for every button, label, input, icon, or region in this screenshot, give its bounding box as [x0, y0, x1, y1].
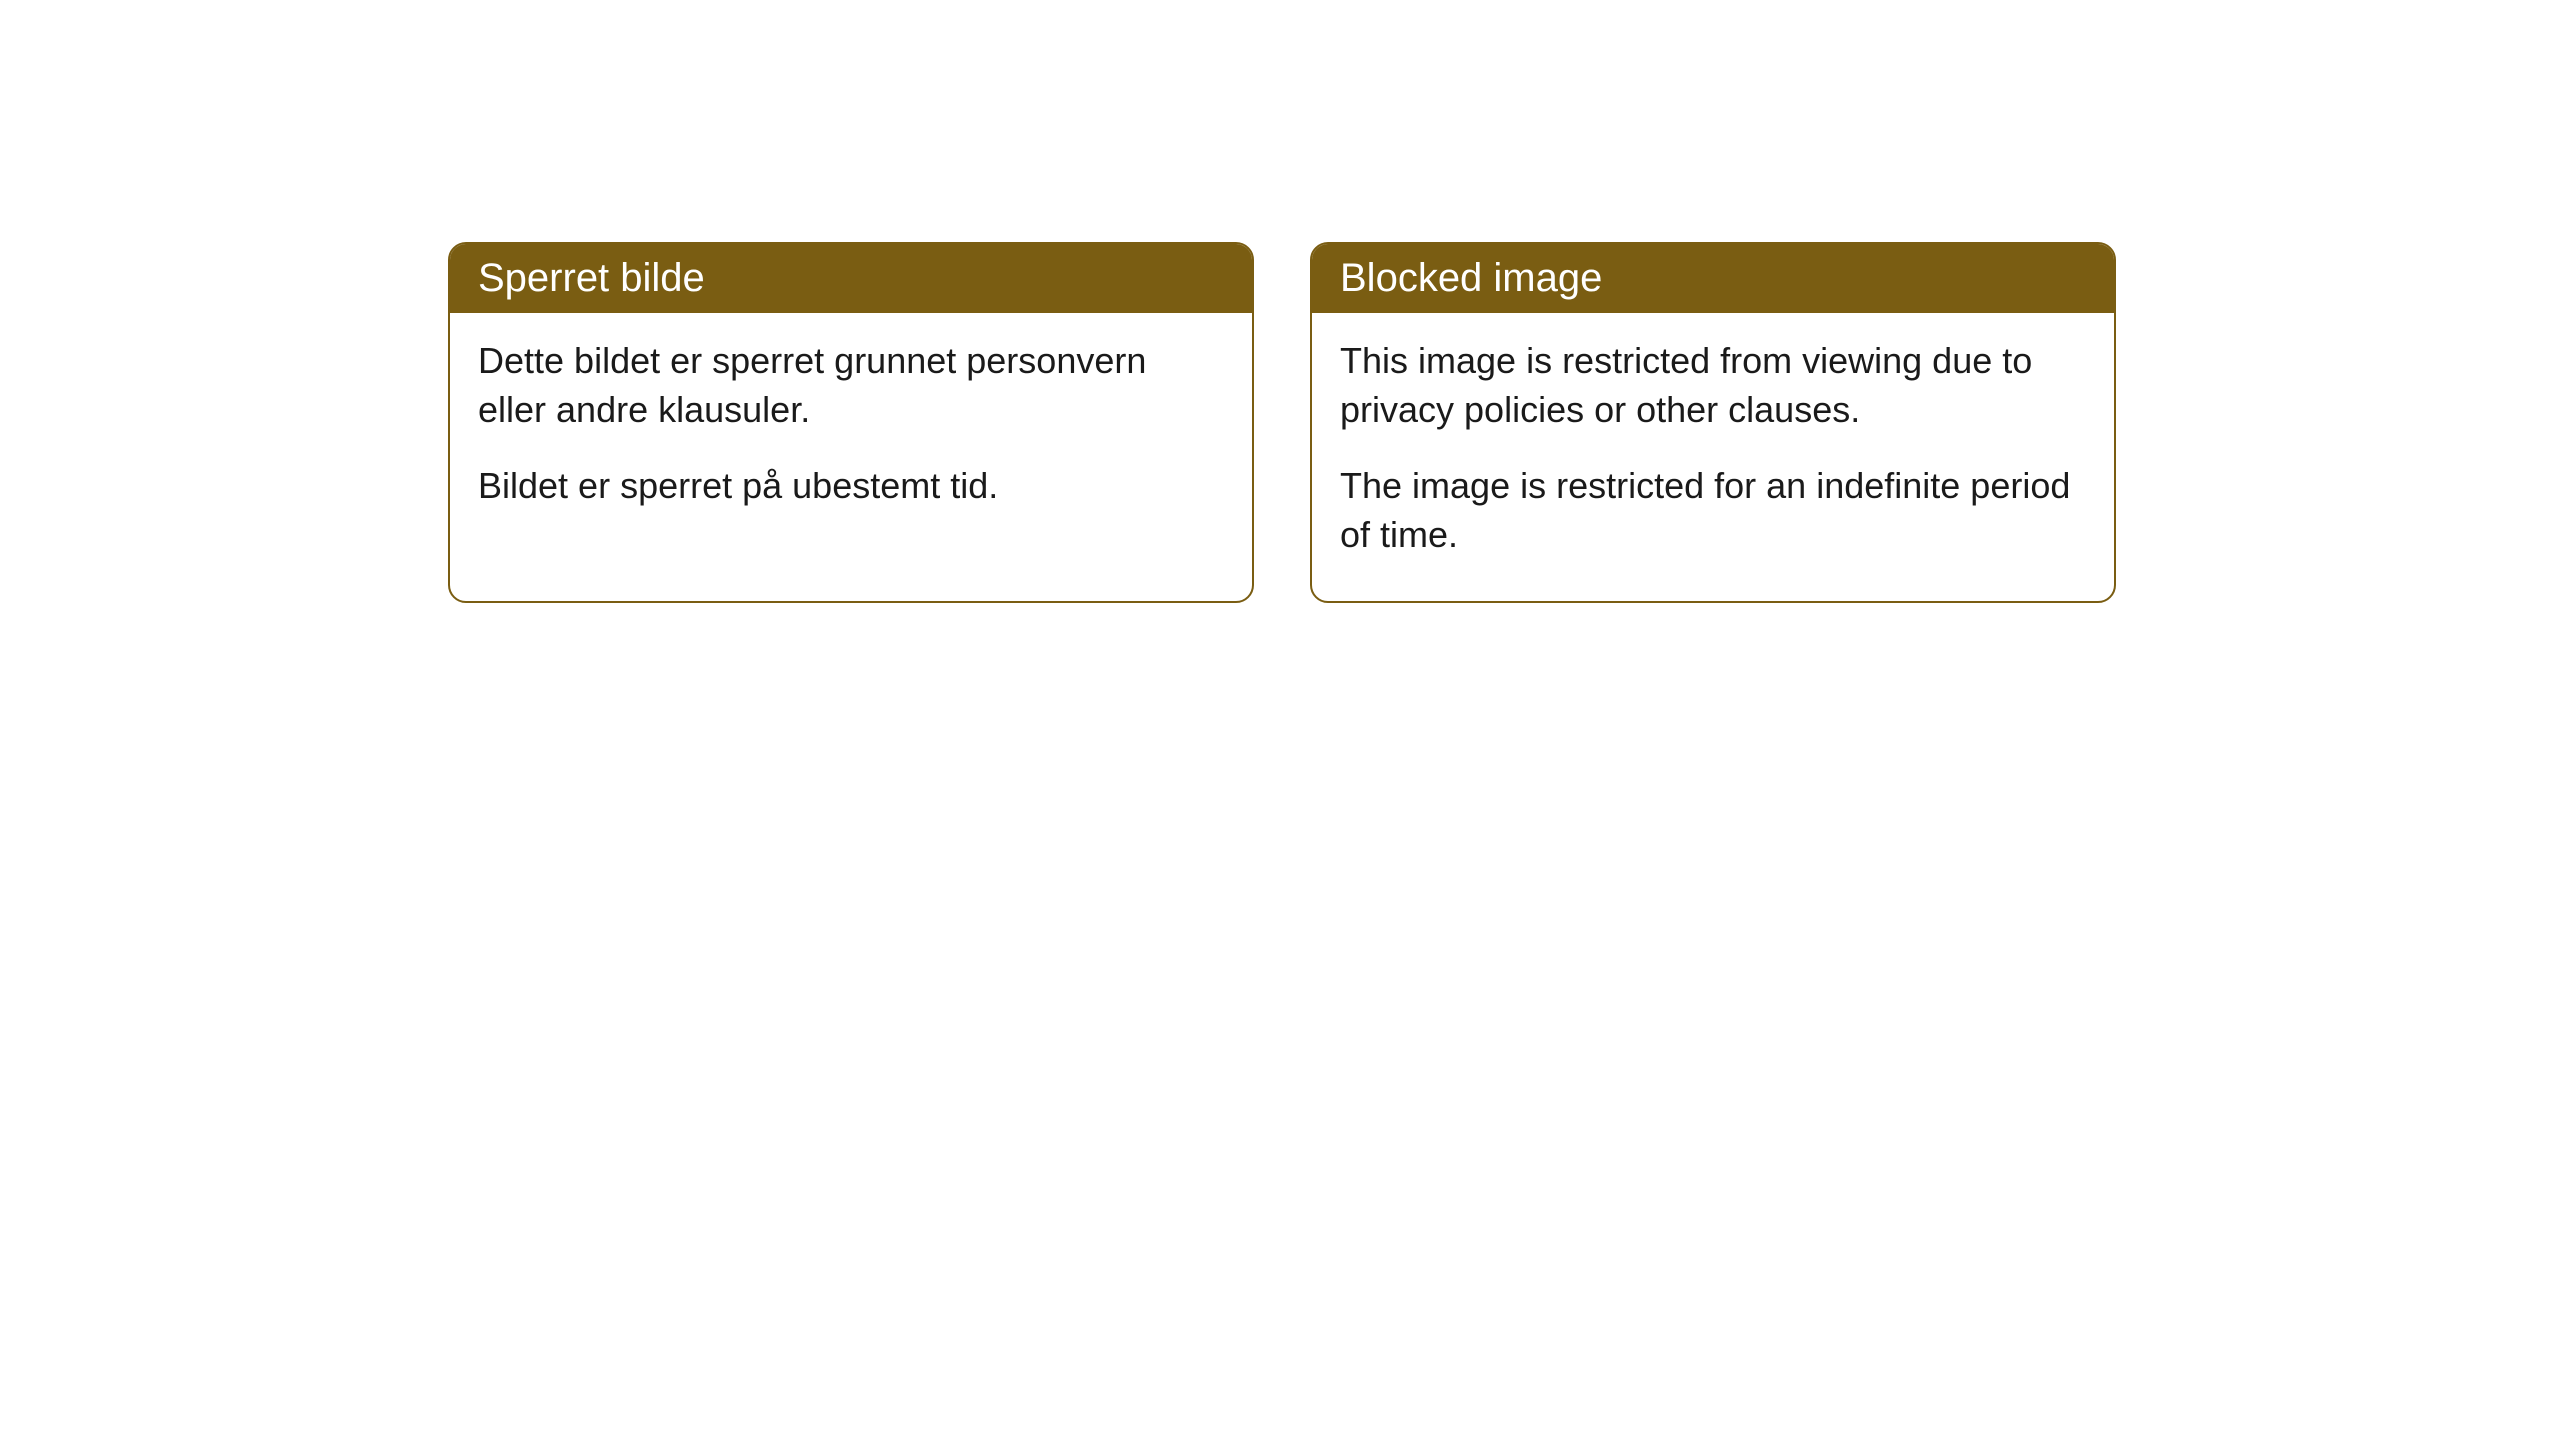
card-title: Sperret bilde — [478, 256, 705, 300]
card-paragraph: Dette bildet er sperret grunnet personve… — [478, 337, 1224, 434]
card-paragraph: The image is restricted for an indefinit… — [1340, 462, 2086, 559]
card-body: This image is restricted from viewing du… — [1312, 313, 2114, 601]
card-title: Blocked image — [1340, 256, 1602, 300]
notice-card-norwegian: Sperret bilde Dette bildet er sperret gr… — [448, 242, 1254, 603]
card-body: Dette bildet er sperret grunnet personve… — [450, 313, 1252, 553]
card-paragraph: Bildet er sperret på ubestemt tid. — [478, 462, 1224, 511]
card-paragraph: This image is restricted from viewing du… — [1340, 337, 2086, 434]
notice-cards-container: Sperret bilde Dette bildet er sperret gr… — [448, 242, 2116, 603]
notice-card-english: Blocked image This image is restricted f… — [1310, 242, 2116, 603]
card-header: Sperret bilde — [450, 244, 1252, 313]
card-header: Blocked image — [1312, 244, 2114, 313]
